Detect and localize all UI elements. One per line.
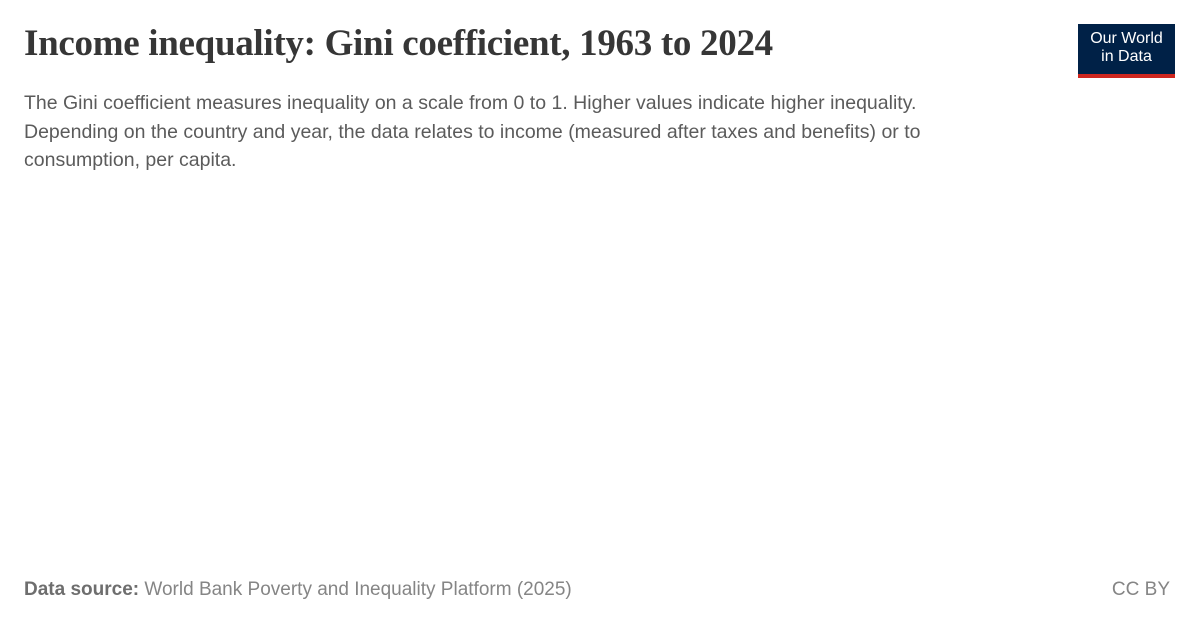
footer: Data source: World Bank Poverty and Ineq… xyxy=(24,579,1170,601)
logo[interactable]: Our World in Data xyxy=(1078,24,1175,78)
chart-subtitle: The Gini coefficient measures inequality… xyxy=(24,89,1144,175)
license[interactable]: CC BY xyxy=(1111,579,1170,600)
source[interactable]: World Bank Poverty and Inequality Platfo… xyxy=(144,579,572,600)
logo-line: in Data xyxy=(1101,48,1152,65)
subtitle-line: Depending on the country and year, the d… xyxy=(24,120,921,143)
logo-line: Our World xyxy=(1090,30,1163,47)
source-label: Data source: xyxy=(24,579,140,600)
subtitle-line: consumption, per capita. xyxy=(24,149,237,171)
chart-title: Income inequality: Gini coefficient, 196… xyxy=(24,23,773,64)
subtitle-line: The Gini coefficient measures inequality… xyxy=(24,92,917,114)
